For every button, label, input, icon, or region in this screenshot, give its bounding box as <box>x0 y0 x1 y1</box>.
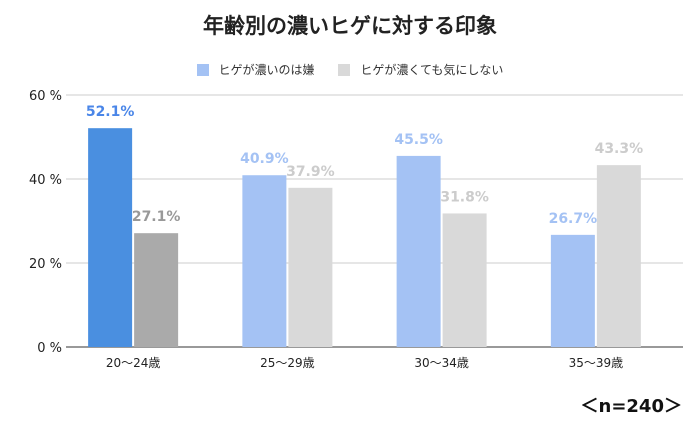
x-tick-label: 20〜24歳 <box>106 356 161 370</box>
y-tick-label: 40 % <box>29 173 62 188</box>
legend-item-dislike: ヒゲが濃いのは嫌 <box>196 61 315 78</box>
legend-swatch <box>196 63 209 76</box>
chart-title: 年齢別の濃いヒゲに対する印象 <box>203 14 497 38</box>
data-label: 40.9% <box>240 151 289 167</box>
sample-size-note: ＜n=240＞ <box>580 396 682 417</box>
legend-item-dont-mind: ヒゲが濃くても気にしない <box>338 61 503 78</box>
bar-dont-mind <box>288 187 333 347</box>
data-label: 37.9% <box>286 164 335 180</box>
bar-dislike <box>396 155 441 347</box>
legend-swatch <box>338 63 351 76</box>
y-tick-label: 60 % <box>29 89 62 104</box>
x-tick-label: 25〜29歳 <box>260 356 315 370</box>
bar-dont-mind <box>596 165 641 347</box>
bar-dont-mind <box>134 233 179 347</box>
data-label: 31.8% <box>440 189 489 205</box>
data-label: 52.1% <box>86 104 135 120</box>
bar-dont-mind <box>442 213 487 347</box>
bar-dislike <box>88 128 133 347</box>
legend-label: ヒゲが濃くても気にしない <box>360 63 504 77</box>
y-tick-label: 20 % <box>29 257 62 272</box>
data-label: 43.3% <box>595 141 644 157</box>
x-tick-label: 35〜39歳 <box>569 356 624 370</box>
bar-dislike <box>550 234 595 347</box>
data-label: 45.5% <box>394 132 443 148</box>
y-tick-label: 0 % <box>37 341 62 356</box>
bar-dislike <box>242 175 287 347</box>
legend-label: ヒゲが濃いのは嫌 <box>218 63 315 77</box>
legend: ヒゲが濃いのは嫌 ヒゲが濃くても気にしない <box>0 61 700 79</box>
data-label: 27.1% <box>132 209 181 225</box>
x-tick-label: 30〜34歳 <box>414 356 469 370</box>
data-label: 26.7% <box>549 211 598 227</box>
